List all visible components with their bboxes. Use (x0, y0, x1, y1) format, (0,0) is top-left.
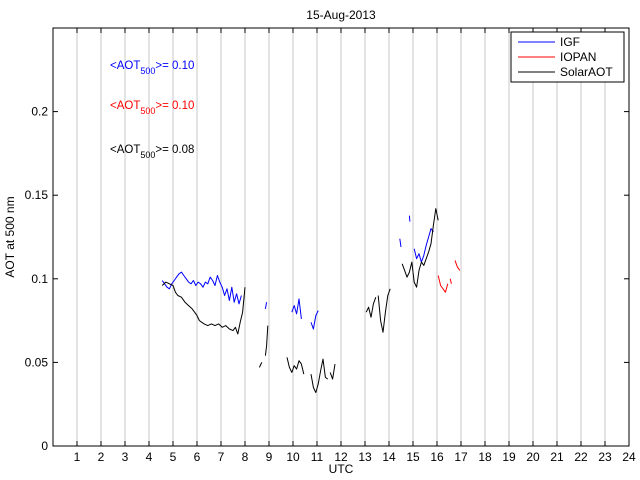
series-segment (310, 310, 319, 330)
x-tick-label: 7 (218, 450, 225, 464)
series-segment (264, 302, 268, 309)
series-segment (258, 362, 263, 368)
series-segment (286, 357, 305, 375)
series-segment (377, 288, 391, 333)
y-tick-label: 0.1 (31, 272, 48, 286)
x-tick-label: 23 (598, 450, 612, 464)
annotation-subscript: 500 (140, 106, 155, 116)
series-segment (161, 271, 242, 305)
x-tick-label: 21 (550, 450, 564, 464)
series-segment (291, 298, 302, 319)
x-tick-label: 4 (146, 450, 153, 464)
x-tick-label: 16 (430, 450, 444, 464)
chart-title: 15-Aug-2013 (306, 8, 376, 22)
x-tick-label: 11 (311, 450, 324, 464)
y-tick-label: 0.15 (25, 188, 49, 202)
annotation-prefix: <AOT (110, 144, 140, 156)
annotation-iopan-mean: <AOT500>= 0.10 (110, 100, 194, 116)
series-segment (399, 238, 402, 248)
y-tick-label: 0.05 (25, 355, 49, 369)
x-tick-label: 17 (454, 450, 468, 464)
y-axis-label: AOT at 500 nm (3, 196, 17, 277)
x-tick-label: 14 (382, 450, 396, 464)
x-tick-label: 9 (266, 450, 273, 464)
series-segment (454, 260, 461, 271)
annotation-value: >= 0.10 (155, 100, 194, 112)
annotation-value: >= 0.10 (155, 60, 194, 72)
series-segment (310, 358, 329, 393)
x-tick-label: 6 (194, 450, 201, 464)
x-tick-label: 24 (622, 450, 636, 464)
series-solaraot (161, 208, 439, 393)
legend-label-iopan: IOPAN (560, 50, 596, 64)
annotation-solaraot-mean: <AOT500>= 0.08 (110, 144, 194, 160)
series-segment (437, 275, 449, 293)
data-series (161, 208, 461, 393)
x-tick-label: 8 (242, 450, 249, 464)
annotation-value: >= 0.08 (155, 144, 194, 156)
x-tick-label: 22 (574, 450, 588, 464)
annotation-subscript: 500 (140, 150, 155, 160)
series-segment (329, 364, 336, 380)
x-tick-label: 12 (334, 450, 348, 464)
y-tick-label: 0.2 (31, 105, 48, 119)
x-tick-label: 19 (502, 450, 516, 464)
annotation-igf-mean: <AOT500>= 0.10 (110, 60, 194, 76)
series-segment (161, 281, 246, 335)
series-iopan (437, 260, 461, 293)
x-tick-label: 5 (170, 450, 177, 464)
x-axis-label: UTC (329, 462, 354, 476)
x-tick-label: 3 (122, 450, 129, 464)
x-tick-label: 15 (406, 450, 420, 464)
x-tick-label: 18 (478, 450, 492, 464)
legend: IGF IOPAN SolarAOT (510, 31, 625, 83)
annotation-prefix: <AOT (110, 100, 140, 112)
series-segment (401, 208, 439, 288)
series-igf (161, 215, 434, 330)
series-segment (365, 297, 377, 318)
annotation-subscript: 500 (140, 66, 155, 76)
series-segment (408, 215, 411, 222)
mean-annotations: <AOT500>= 0.10 <AOT500>= 0.10 <AOT500>= … (110, 60, 194, 160)
axis-ticks: 1 2 3 4 5 6 7 8 9 10 11 12 13 14 15 16 17 18 19 20 21 22 23 240… (25, 28, 636, 464)
legend-label-solaraot: SolarAOT (560, 65, 613, 79)
x-tick-label: 2 (98, 450, 105, 464)
legend-label-igf: IGF (560, 35, 580, 49)
x-tick-label: 1 (74, 450, 81, 464)
x-tick-label: 13 (358, 450, 372, 464)
grid-lines (76, 28, 606, 446)
annotation-prefix: <AOT (110, 60, 140, 72)
series-segment (264, 325, 269, 356)
x-tick-label: 20 (526, 450, 540, 464)
series-segment (413, 228, 434, 263)
y-tick-label: 0 (41, 439, 48, 453)
x-tick-label: 10 (286, 450, 300, 464)
series-segment (449, 278, 452, 284)
